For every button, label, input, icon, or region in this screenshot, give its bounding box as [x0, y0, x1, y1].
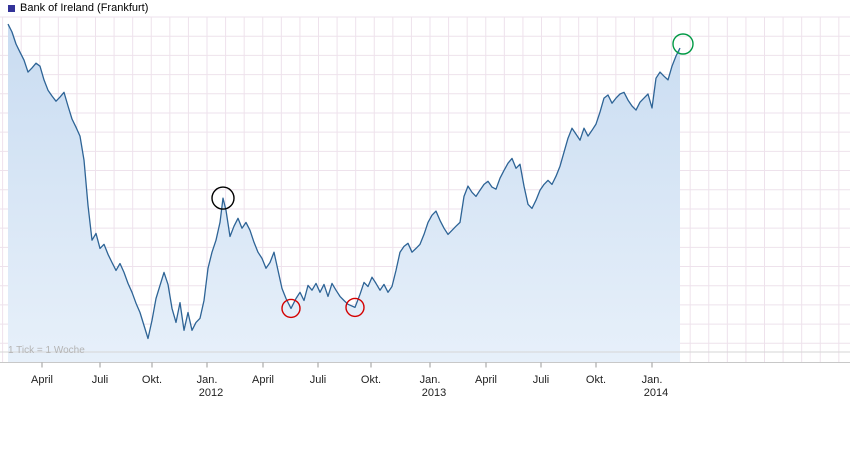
- x-axis-month-label: Juli: [309, 374, 327, 386]
- tick-interval-note: 1 Tick = 1 Woche: [8, 345, 85, 356]
- annotation-circle-mid-2012-low-highlight: [281, 298, 301, 319]
- x-axis-month-label: Juli: [532, 374, 550, 386]
- chart-title: Bank of Ireland (Frankfurt): [20, 2, 149, 14]
- x-axis-month-label: April: [251, 374, 275, 386]
- x-axis-month-label: April: [474, 374, 498, 386]
- x-axis-month-label: Juli: [91, 374, 109, 386]
- x-axis-year-label: 2013: [421, 387, 447, 399]
- annotation-circle-latest-high-highlight: [672, 33, 694, 55]
- x-axis-month-label: Jan.: [419, 374, 441, 386]
- price-line: [7, 23, 681, 340]
- x-axis-month-label: Okt.: [360, 374, 382, 386]
- x-axis-year-label: 2014: [643, 387, 669, 399]
- x-axis-month-label: Okt.: [141, 374, 163, 386]
- series-legend-marker-icon: [8, 5, 15, 12]
- x-axis-month-label: Okt.: [585, 374, 607, 386]
- x-axis-month-label: April: [30, 374, 54, 386]
- x-axis-month-label: Jan.: [196, 374, 218, 386]
- x-axis-year-label: 2012: [198, 387, 224, 399]
- annotation-circle-jan-2012-peak-highlight: [211, 186, 235, 210]
- chart-header: Bank of Ireland (Frankfurt): [8, 3, 148, 14]
- price-area-fill: [8, 24, 680, 363]
- x-axis-month-label: Jan.: [641, 374, 663, 386]
- annotation-circle-autumn-2012-low-highlight: [345, 297, 365, 318]
